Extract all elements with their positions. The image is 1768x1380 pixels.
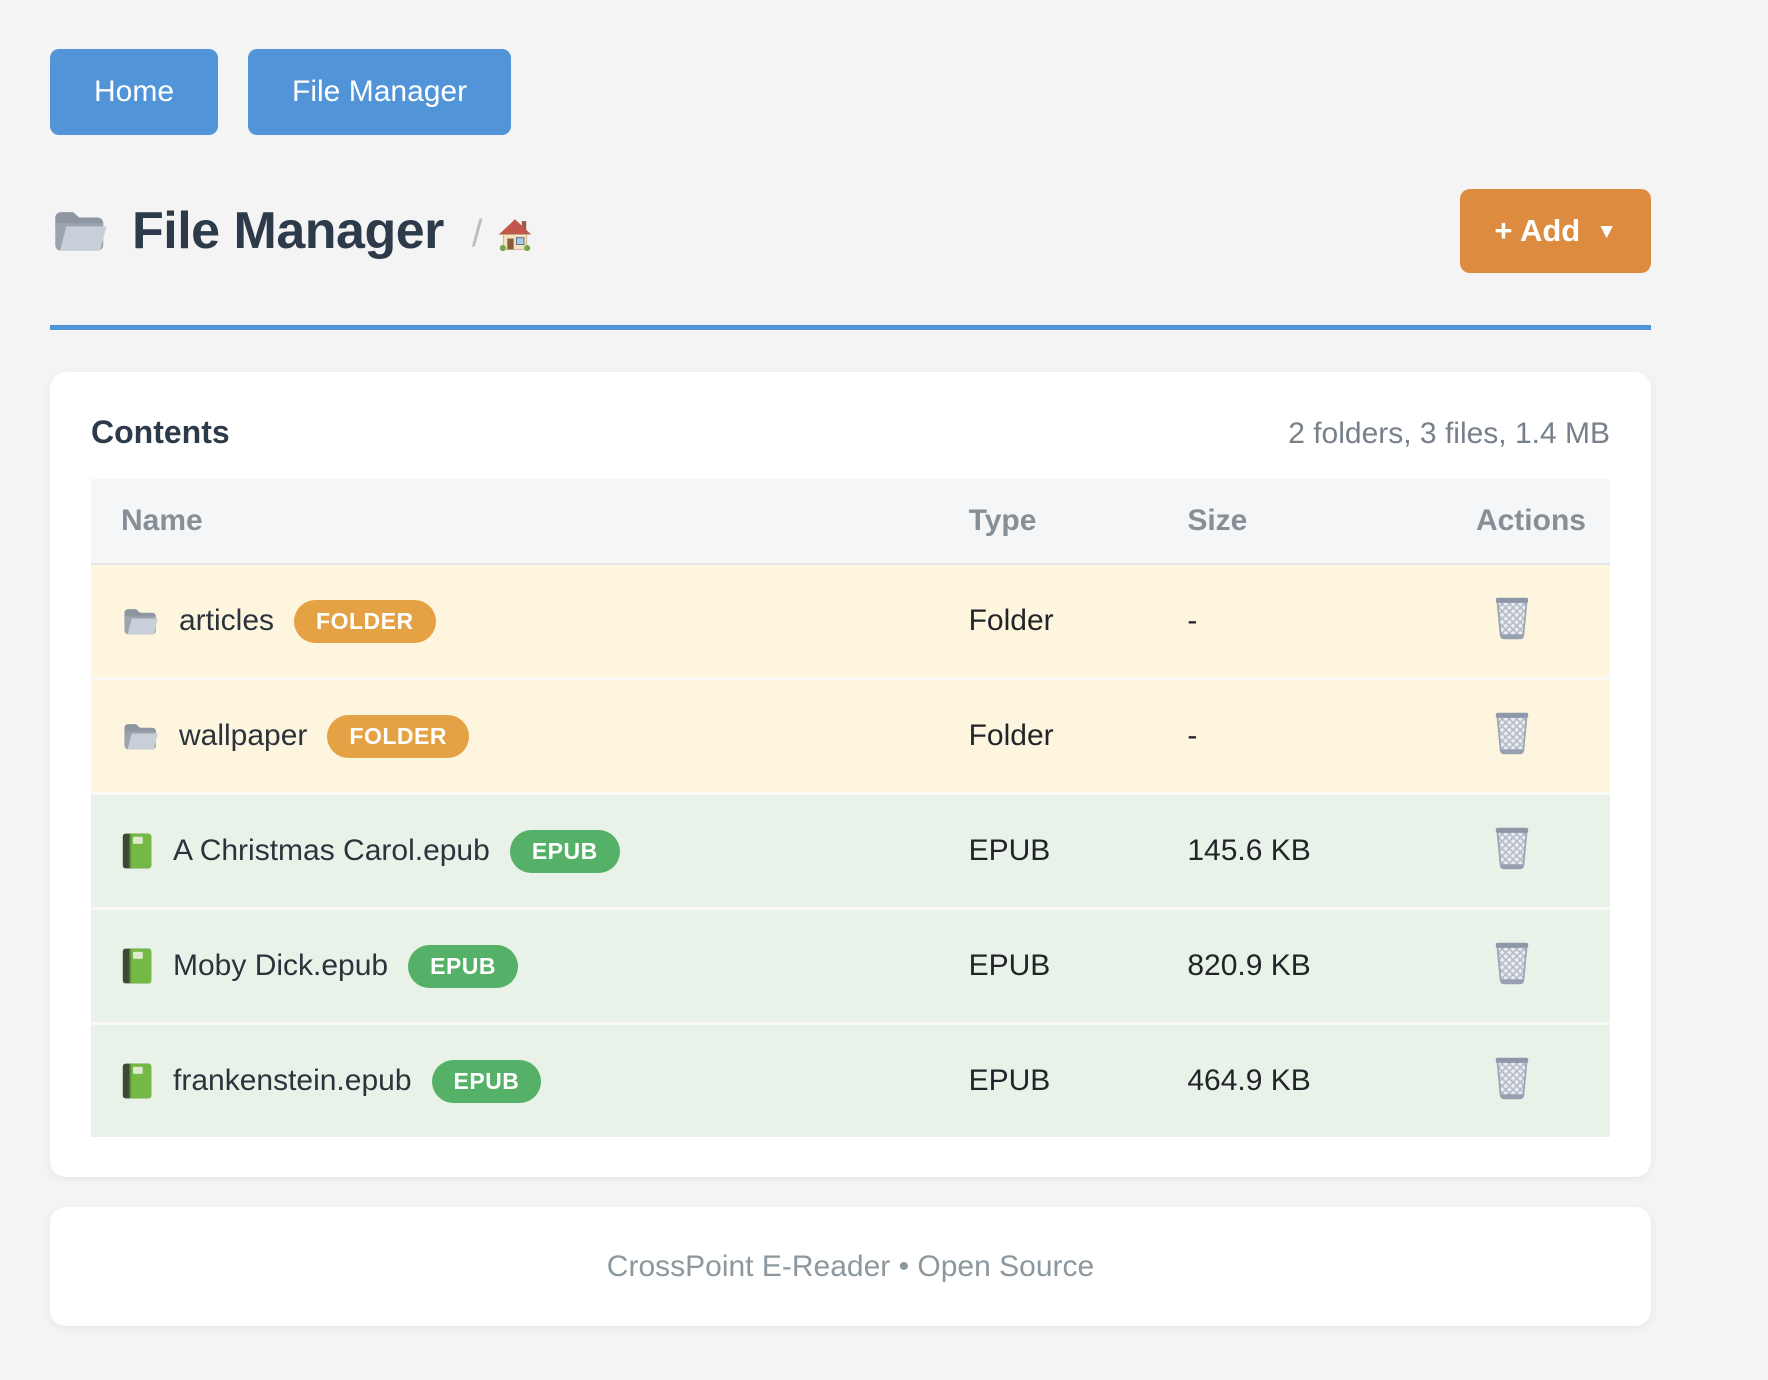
file-type-badge: EPUB <box>509 829 620 873</box>
file-type: EPUB <box>938 1022 1158 1137</box>
file-size: - <box>1157 564 1446 679</box>
file-type-badge: FOLDER <box>294 599 436 643</box>
delete-button[interactable] <box>1491 938 1533 986</box>
file-name[interactable]: Moby Dick.epub <box>173 949 389 982</box>
file-type: EPUB <box>938 792 1158 909</box>
column-header-size: Size <box>1157 479 1446 565</box>
delete-button[interactable] <box>1491 823 1533 871</box>
house-icon[interactable] <box>496 217 534 253</box>
file-size: 145.6 KB <box>1157 792 1446 909</box>
book-icon <box>121 832 153 870</box>
column-header-actions: Actions <box>1445 479 1610 565</box>
table-row[interactable]: frankenstein.epub EPUB EPUB 464.9 KB <box>91 1022 1610 1137</box>
book-icon <box>121 947 153 985</box>
title-wrap: File Manager / <box>50 201 534 261</box>
book-icon <box>121 1062 153 1100</box>
contents-card: Contents 2 folders, 3 files, 1.4 MB Name… <box>50 372 1651 1177</box>
delete-button[interactable] <box>1491 708 1533 756</box>
file-size: 820.9 KB <box>1157 907 1446 1024</box>
trash-icon <box>1491 1053 1533 1101</box>
table-header-row: Name Type Size Actions <box>91 479 1610 565</box>
home-button[interactable]: Home <box>50 49 219 135</box>
folder-icon <box>121 720 159 753</box>
delete-button[interactable] <box>1491 593 1533 641</box>
folder-icon <box>50 205 108 257</box>
page: Home File Manager File Manager / + Add ▼… <box>50 49 1651 1326</box>
table-row[interactable]: Moby Dick.epub EPUB EPUB 820.9 KB <box>91 907 1610 1024</box>
trash-icon <box>1491 708 1533 756</box>
caret-down-icon: ▼ <box>1596 220 1617 243</box>
file-type-badge: FOLDER <box>327 714 469 758</box>
table-row[interactable]: wallpaper FOLDER Folder - <box>91 677 1610 794</box>
column-header-name: Name <box>91 479 939 565</box>
file-type: Folder <box>938 564 1158 679</box>
file-manager-button[interactable]: File Manager <box>248 49 512 135</box>
footer-text: CrossPoint E-Reader • Open Source <box>606 1249 1095 1283</box>
contents-card-header: Contents 2 folders, 3 files, 1.4 MB <box>91 414 1610 451</box>
file-type-badge: EPUB <box>431 1059 542 1103</box>
page-title: File Manager <box>132 202 444 260</box>
trash-icon <box>1491 938 1533 986</box>
add-button-label: + Add <box>1494 213 1581 248</box>
breadcrumb-separator: / <box>471 212 483 255</box>
file-name[interactable]: articles <box>179 604 275 637</box>
file-type-badge: EPUB <box>408 944 519 988</box>
file-size: - <box>1157 677 1446 794</box>
top-nav: Home File Manager <box>50 49 1651 135</box>
column-header-type: Type <box>938 479 1158 565</box>
files-table: Name Type Size Actions articles FOLDER F… <box>91 479 1610 1137</box>
table-row[interactable]: A Christmas Carol.epub EPUB EPUB 145.6 K… <box>91 792 1610 909</box>
folder-icon <box>121 605 159 638</box>
file-name[interactable]: wallpaper <box>179 719 308 752</box>
footer-card: CrossPoint E-Reader • Open Source <box>50 1207 1651 1326</box>
file-size: 464.9 KB <box>1157 1022 1446 1137</box>
file-type: Folder <box>938 677 1158 794</box>
table-row[interactable]: articles FOLDER Folder - <box>91 564 1610 679</box>
header-divider <box>50 325 1651 330</box>
page-header: File Manager / + Add ▼ <box>50 189 1651 273</box>
table-body: articles FOLDER Folder - wallpaper FOLDE… <box>91 564 1610 1137</box>
file-name[interactable]: frankenstein.epub <box>173 1064 412 1097</box>
contents-summary: 2 folders, 3 files, 1.4 MB <box>1288 417 1610 450</box>
trash-icon <box>1491 823 1533 871</box>
contents-title: Contents <box>91 414 230 450</box>
file-name[interactable]: A Christmas Carol.epub <box>173 834 490 867</box>
add-button[interactable]: + Add ▼ <box>1460 189 1651 273</box>
file-type: EPUB <box>938 907 1158 1024</box>
delete-button[interactable] <box>1491 1053 1533 1101</box>
trash-icon <box>1491 593 1533 641</box>
